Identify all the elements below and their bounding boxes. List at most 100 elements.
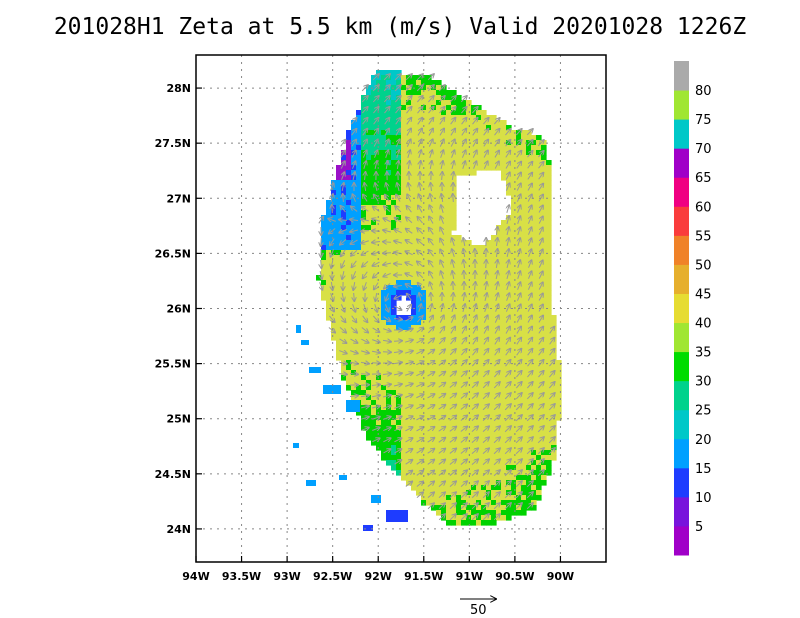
field-cell (346, 380, 352, 386)
field-cell (436, 170, 442, 176)
field-cell (456, 480, 462, 486)
field-cell (541, 145, 547, 151)
field-cell (501, 140, 507, 146)
field-cell (401, 360, 407, 366)
field-cell (491, 405, 497, 411)
field-cell (466, 105, 472, 111)
field-cell (521, 280, 527, 286)
wind-vector (364, 282, 367, 290)
field-cell (536, 255, 542, 261)
field-cell (536, 455, 542, 461)
field-cell (401, 465, 407, 471)
field-cell (391, 95, 397, 101)
field-cell (541, 300, 547, 306)
field-cell (356, 215, 362, 221)
field-cell (456, 235, 462, 241)
field-cell (331, 315, 337, 321)
wind-vector (351, 150, 356, 158)
field-cell (411, 360, 417, 366)
field-cell (451, 270, 457, 276)
field-cell (441, 365, 447, 371)
field-cell (341, 210, 347, 216)
field-cell (371, 105, 377, 111)
field-cell (366, 315, 372, 321)
field-cell (376, 265, 382, 271)
field-cell (536, 495, 542, 501)
field-cell (356, 220, 362, 226)
wind-vector (460, 448, 467, 454)
wind-vector (431, 183, 432, 192)
wind-vector (352, 194, 355, 202)
field-cell (331, 290, 337, 296)
field-cell (386, 120, 392, 126)
field-cell (356, 295, 362, 301)
field-cell (431, 280, 437, 286)
field-cell (476, 420, 482, 426)
wind-vector (372, 428, 379, 431)
field-cell (456, 295, 462, 301)
field-cell (456, 140, 462, 146)
field-cell (511, 140, 517, 146)
field-cell (341, 200, 347, 206)
field-cell (556, 410, 562, 416)
field-cell (421, 335, 427, 341)
wind-vector (395, 118, 401, 125)
field-cell (406, 335, 412, 341)
field-cell (426, 185, 432, 191)
field-cell (381, 270, 387, 276)
field-cell (546, 170, 552, 176)
wind-vector (537, 382, 543, 389)
field-cell (381, 70, 387, 76)
field-cell (331, 280, 337, 286)
field-cell (366, 290, 372, 296)
field-cell (336, 245, 342, 251)
field-cell (481, 410, 487, 416)
field-cell (361, 290, 367, 296)
field-cell (361, 185, 367, 191)
field-cell (346, 325, 352, 331)
field-cell (376, 300, 382, 306)
field-cell (501, 365, 507, 371)
field-cell (371, 145, 377, 151)
colorbar-segment (674, 90, 689, 120)
field-cell (541, 210, 547, 216)
field-cell (471, 465, 477, 471)
field-cell (501, 495, 507, 501)
field-cell (506, 320, 512, 326)
wind-vector (449, 503, 456, 510)
wind-vector (438, 460, 445, 465)
field-cell (526, 365, 532, 371)
field-cell (366, 150, 372, 156)
field-cell (406, 320, 412, 326)
field-cell (451, 225, 457, 231)
wind-vector (331, 281, 332, 290)
field-cell (431, 220, 437, 226)
field-cell (341, 215, 347, 221)
wind-vector (438, 492, 445, 499)
field-cell (501, 430, 507, 436)
field-cell (426, 365, 432, 371)
field-cell (356, 170, 362, 176)
wind-vector (438, 349, 445, 356)
field-cell (526, 485, 532, 491)
field-cell (531, 180, 537, 186)
field-cell (331, 230, 337, 236)
field-cell (446, 145, 452, 151)
field-cell (501, 360, 507, 366)
field-cell (516, 365, 522, 371)
field-cell (446, 100, 452, 106)
wind-vector (362, 129, 368, 136)
wind-vector (548, 415, 555, 422)
field-cell (496, 420, 502, 426)
field-cell (421, 245, 427, 251)
field-cell (336, 225, 342, 231)
field-cell (451, 220, 457, 226)
wind-vector (539, 238, 542, 246)
field-cell (426, 240, 432, 246)
field-cell (466, 495, 472, 501)
field-cell (386, 165, 392, 171)
field-cell (536, 415, 542, 421)
field-cell (366, 215, 372, 221)
field-cell (426, 455, 432, 461)
field-cell (541, 430, 547, 436)
